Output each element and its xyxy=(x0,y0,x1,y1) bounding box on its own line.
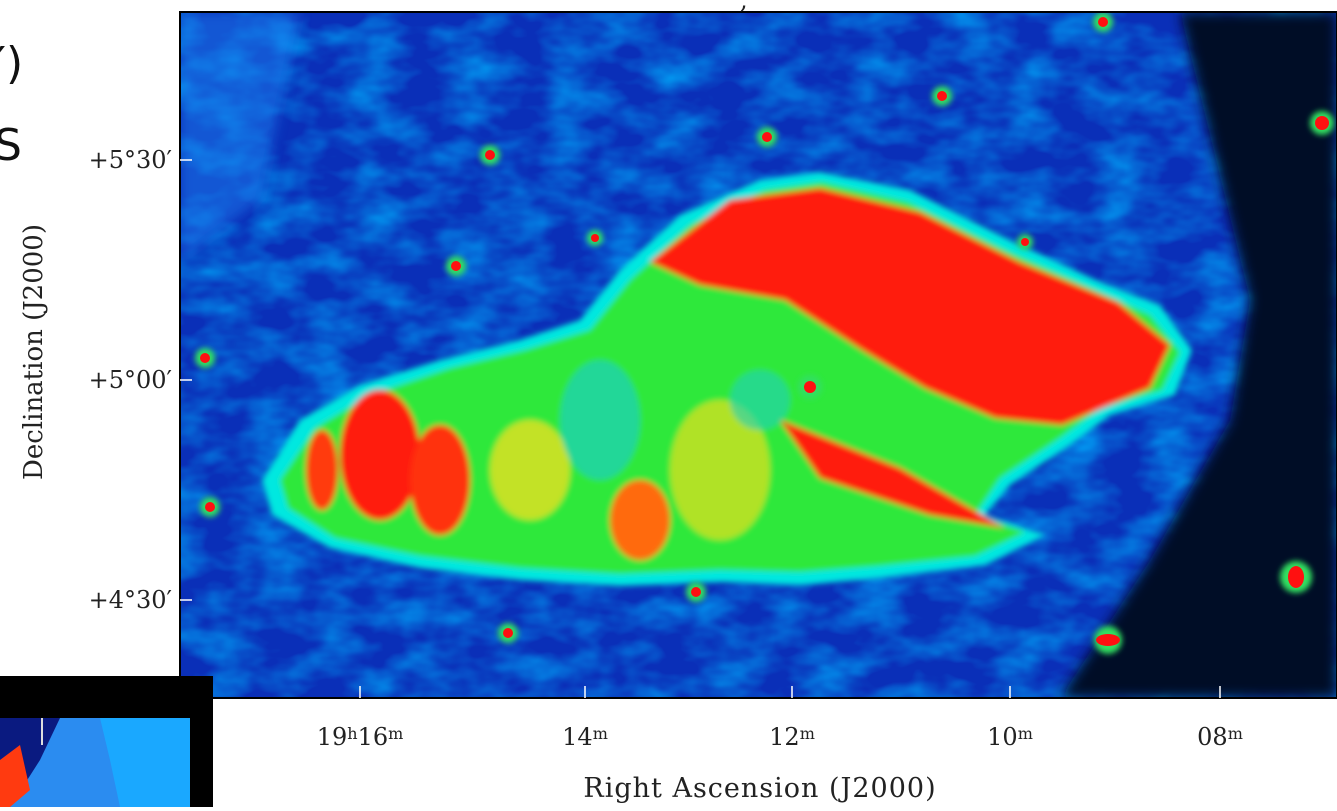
x-ticks: 19h16m 14m 12m 10m 08m xyxy=(317,723,1243,751)
tick-number: 10 xyxy=(987,723,1018,751)
x-tick-label: 14m xyxy=(562,723,608,751)
unit-superscript: m xyxy=(388,724,403,743)
plot-frame xyxy=(179,11,1337,699)
tick-number: 14 xyxy=(562,723,593,751)
unit-superscript: m xyxy=(1228,724,1243,743)
tick-number: 19 xyxy=(317,723,348,751)
left-fragment: S xyxy=(0,120,22,171)
x-tick-label: 10m xyxy=(987,723,1033,751)
point-sources xyxy=(195,12,1334,654)
tick-number: 16 xyxy=(358,723,389,751)
x-tick-label: 08m xyxy=(1197,723,1243,751)
y-tick-label: +4°30′ xyxy=(89,586,172,614)
unit-superscript: h xyxy=(347,724,357,743)
x-tick-label: 19h16m xyxy=(317,723,404,751)
y-tick-label: +5°30′ xyxy=(89,146,172,174)
tick-number: 08 xyxy=(1197,723,1228,751)
tick-number: 12 xyxy=(769,723,800,751)
unit-superscript: m xyxy=(593,724,608,743)
x-axis-title: Right Ascension (J2000) xyxy=(583,773,936,804)
y-tick-label: +5°00′ xyxy=(89,366,172,394)
y-axis-title: Declination (J2000) xyxy=(19,224,49,480)
top-fragment: , xyxy=(740,0,748,14)
y-ticks: +5°30′ +5°00′ +4°30′ xyxy=(89,146,172,614)
tick-marks xyxy=(180,159,1221,698)
x-tick-label: 12m xyxy=(769,723,815,751)
left-fragment: ′) xyxy=(0,38,23,89)
unit-superscript: m xyxy=(800,724,815,743)
radio-image xyxy=(180,12,1337,698)
unit-superscript: m xyxy=(1018,724,1033,743)
inset-thumbnail xyxy=(0,676,213,807)
